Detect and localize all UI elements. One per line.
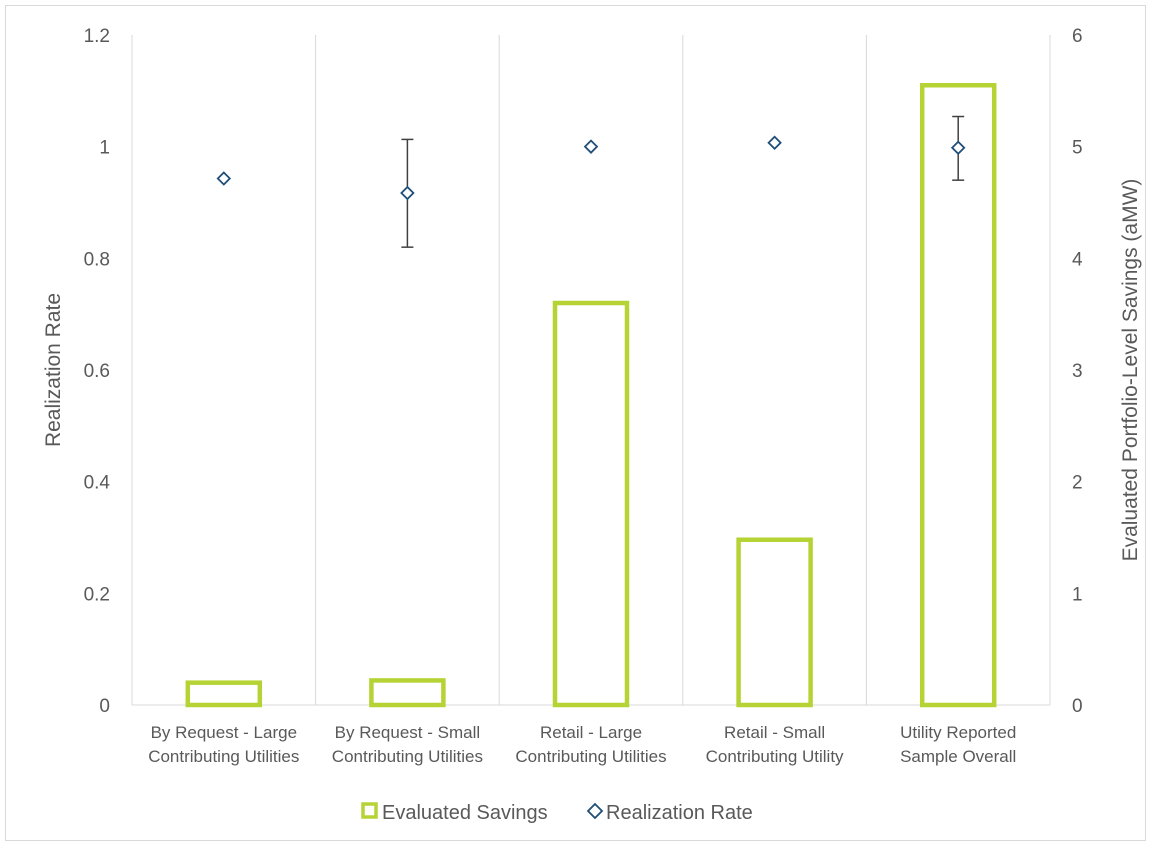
y2-tick-label: 4 bbox=[1072, 249, 1083, 270]
bar-evaluated-savings bbox=[369, 678, 446, 708]
ticks-layer: 0 0.2 0.4 0.6 0.8 1 1.2 0 1 2 3 4 5 6 bbox=[84, 26, 1083, 717]
y-tick-label: 0.6 bbox=[84, 361, 110, 382]
y-axis-title: Realization Rate bbox=[42, 293, 65, 447]
category-labels-layer: By Request - Large Contributing Utilities… bbox=[148, 723, 1016, 766]
y-tick-label: 0 bbox=[99, 696, 110, 717]
legend-swatch-realization-rate bbox=[586, 802, 604, 820]
bar-evaluated-savings bbox=[736, 537, 813, 708]
legend: Evaluated Savings Realization Rate bbox=[361, 802, 753, 824]
marker-realization-rate bbox=[767, 135, 782, 151]
legend-label-evaluated-savings: Evaluated Savings bbox=[382, 802, 548, 824]
y2-tick-label: 3 bbox=[1072, 361, 1083, 382]
y2-tick-label: 1 bbox=[1072, 584, 1083, 605]
marker-realization-rate bbox=[400, 185, 415, 201]
category-label: Retail - Large bbox=[540, 723, 642, 742]
category-label: Contributing Utilities bbox=[148, 747, 299, 766]
y-tick-label: 1.2 bbox=[84, 26, 110, 47]
chart-frame bbox=[5, 5, 1146, 841]
bars-layer bbox=[185, 83, 997, 708]
category-label: By Request - Large bbox=[151, 723, 297, 742]
category-label: By Request - Small bbox=[335, 723, 481, 742]
y-tick-label: 0.4 bbox=[84, 473, 111, 494]
y-tick-label: 0.8 bbox=[84, 249, 110, 270]
legend-label-realization-rate: Realization Rate bbox=[606, 802, 753, 824]
legend-swatch-evaluated-savings bbox=[361, 802, 378, 819]
marker-realization-rate bbox=[216, 171, 232, 186]
y2-tick-label: 0 bbox=[1072, 696, 1083, 717]
category-label: Contributing Utilities bbox=[515, 747, 666, 766]
category-label: Sample Overall bbox=[900, 747, 1016, 766]
markers-layer bbox=[216, 135, 966, 201]
y2-tick-label: 6 bbox=[1072, 26, 1083, 47]
y2-tick-label: 5 bbox=[1072, 138, 1083, 159]
y-tick-label: 1 bbox=[99, 138, 110, 159]
category-label: Contributing Utility bbox=[706, 747, 844, 766]
category-label: Utility Reported bbox=[900, 723, 1016, 742]
bar-evaluated-savings bbox=[919, 83, 997, 708]
y2-axis-title: Evaluated Portfolio-Level Savings (aMW) bbox=[1119, 179, 1142, 562]
bar-evaluated-savings bbox=[185, 680, 263, 708]
category-label: Contributing Utilities bbox=[332, 747, 483, 766]
marker-realization-rate bbox=[583, 139, 599, 154]
y2-tick-label: 2 bbox=[1072, 473, 1083, 494]
y-tick-label: 0.2 bbox=[84, 584, 110, 605]
bar-evaluated-savings bbox=[552, 300, 630, 708]
grid-layer bbox=[131, 35, 1051, 706]
marker-realization-rate bbox=[950, 140, 966, 156]
category-label: Retail - Small bbox=[724, 723, 825, 742]
